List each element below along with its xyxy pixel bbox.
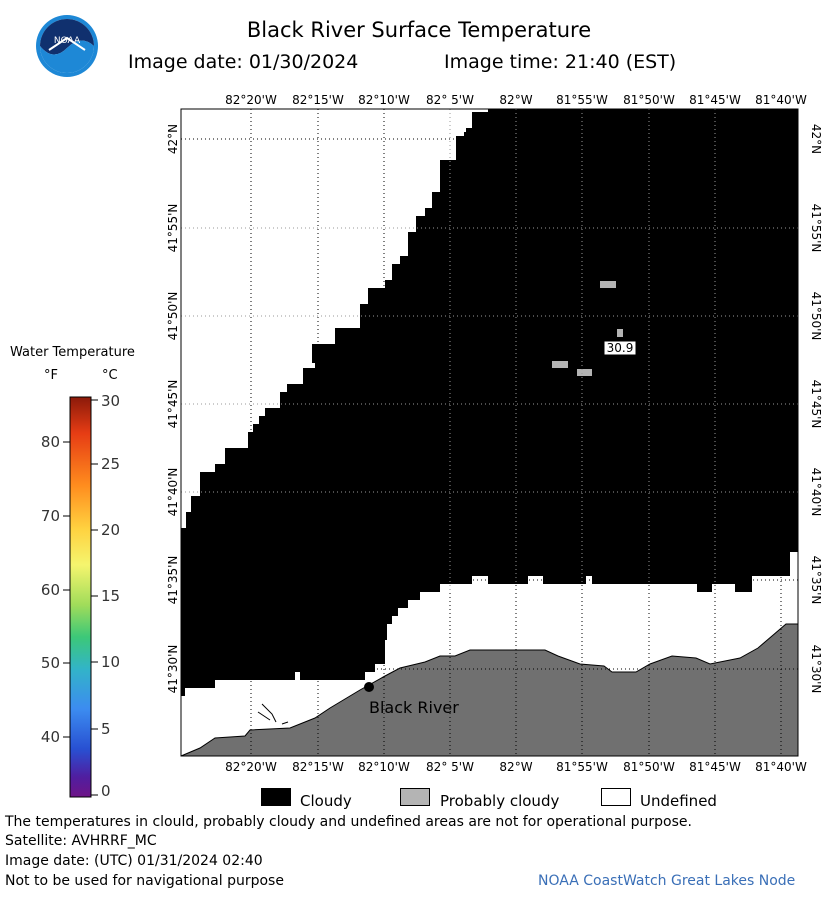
lon-labels-bottom: 82°20'W 82°15'W 82°10'W 82° 5'W 82°W 81°… <box>225 760 807 774</box>
celsius-ticks: 30 25 20 15 10 5 0 <box>101 392 120 800</box>
f-tick: 80 <box>41 433 60 451</box>
lat-label: 41°45'N <box>809 380 823 429</box>
lat-label: 42°N <box>809 124 823 154</box>
lon-label: 82°20'W <box>225 93 277 107</box>
c-tick: 30 <box>101 392 120 410</box>
lon-label: 81°45'W <box>689 760 741 774</box>
lon-label: 81°55'W <box>556 760 608 774</box>
cloudy-region <box>181 109 798 696</box>
cloudy-label: Cloudy <box>300 792 352 810</box>
lat-label: 41°50'N <box>166 292 180 341</box>
lat-label: 41°35'N <box>809 556 823 605</box>
lat-label: 42°N <box>166 124 180 154</box>
lat-label: 41°55'N <box>809 204 823 253</box>
image-date: Image date: 01/30/2024 <box>128 51 359 73</box>
station-label: Black River <box>369 698 459 717</box>
lat-label: 41°30'N <box>809 645 823 694</box>
utc-date-text: Image date: (UTC) 01/31/2024 02:40 <box>5 853 263 869</box>
probably-cloudy-patch <box>617 329 623 337</box>
colorbar <box>69 396 92 798</box>
lon-label: 82° 5'W <box>426 93 474 107</box>
lon-labels-top: 82°20'W 82°15'W 82°10'W 82° 5'W 82°W 81°… <box>225 93 807 107</box>
lat-label: 41°55'N <box>166 204 180 253</box>
noaa-logo-icon: NOAA <box>36 15 98 77</box>
temperature-readout: 30.9 <box>607 341 634 355</box>
c-tick: 15 <box>101 587 120 605</box>
map-frame <box>180 108 799 757</box>
logo-text: NOAA <box>54 36 81 46</box>
lat-label: 41°45'N <box>166 380 180 429</box>
undefined-label: Undefined <box>640 792 717 810</box>
lon-label: 82°10'W <box>358 760 410 774</box>
lon-label: 82°20'W <box>225 760 277 774</box>
lon-label: 82°10'W <box>358 93 410 107</box>
navigation-warning: Not to be used for navigational purpose <box>5 873 284 889</box>
land-region <box>180 623 799 757</box>
lon-label: 81°40'W <box>755 93 807 107</box>
lon-label: 82°W <box>499 93 532 107</box>
f-tick: 50 <box>41 654 60 672</box>
c-tick: 25 <box>101 455 120 473</box>
disclaimer-text: The temperatures in clould, probably clo… <box>5 814 692 830</box>
probably-cloudy-patch <box>577 369 592 376</box>
probably-cloudy-patch <box>600 281 616 288</box>
f-tick: 70 <box>41 507 60 525</box>
f-tick: 60 <box>41 581 60 599</box>
temperature-readout-box <box>603 340 637 356</box>
lon-label: 82°15'W <box>292 760 344 774</box>
unit-fahrenheit: °F <box>44 368 58 383</box>
c-tick: 5 <box>101 720 111 738</box>
probably-cloudy-label: Probably cloudy <box>440 792 560 810</box>
fahrenheit-ticks: 80 70 60 50 40 <box>41 433 60 746</box>
c-tick: 10 <box>101 653 120 671</box>
f-tick: 40 <box>41 728 60 746</box>
probably-cloudy-swatch <box>400 788 430 806</box>
lon-label: 81°50'W <box>623 760 675 774</box>
unit-celsius: °C <box>102 368 118 383</box>
probably-cloudy-patch <box>552 361 568 368</box>
lon-label: 82° 5'W <box>426 760 474 774</box>
lon-label: 81°55'W <box>556 93 608 107</box>
lon-label: 81°40'W <box>755 760 807 774</box>
cloudy-swatch <box>261 788 291 806</box>
lat-labels-left: 42°N 41°55'N 41°50'N 41°45'N 41°40'N 41°… <box>166 124 180 694</box>
satellite-text: Satellite: AVHRRF_MC <box>5 833 157 849</box>
c-tick: 20 <box>101 521 120 539</box>
credit-link[interactable]: NOAA CoastWatch Great Lakes Node <box>538 873 796 889</box>
lat-label: 41°40'N <box>166 468 180 517</box>
undefined-swatch <box>601 788 631 806</box>
lat-label: 41°35'N <box>166 556 180 605</box>
lon-label: 81°50'W <box>623 93 675 107</box>
lat-label: 41°30'N <box>166 645 180 694</box>
page-title: Black River Surface Temperature <box>246 18 592 42</box>
lat-label: 41°40'N <box>809 468 823 517</box>
legend-title: Water Temperature <box>10 345 135 360</box>
image-time: Image time: 21:40 (EST) <box>444 51 677 73</box>
lat-label: 41°50'N <box>809 292 823 341</box>
lon-label: 82°W <box>499 760 532 774</box>
c-tick: 0 <box>101 782 111 800</box>
lon-label: 82°15'W <box>292 93 344 107</box>
lon-label: 81°45'W <box>689 93 741 107</box>
station-marker[interactable] <box>364 682 374 692</box>
lat-labels-right: 42°N 41°55'N 41°50'N 41°45'N 41°40'N 41°… <box>809 124 823 694</box>
